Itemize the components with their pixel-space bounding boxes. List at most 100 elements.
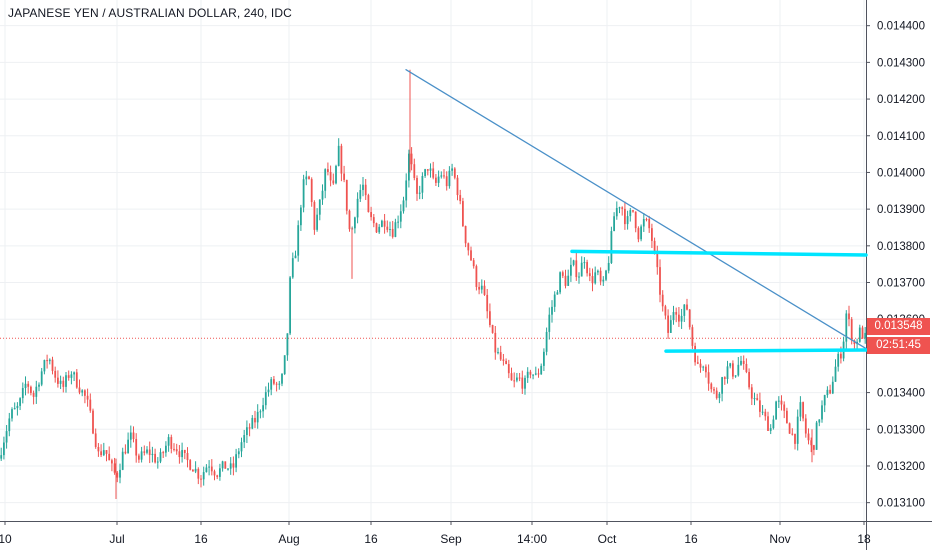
candle-body: [67, 375, 70, 378]
x-tick-label: 16: [684, 532, 698, 546]
candle-body: [718, 393, 721, 399]
candle-body: [840, 353, 842, 359]
candle-body: [534, 373, 537, 375]
candle-body: [367, 195, 370, 213]
candle-body: [486, 294, 489, 312]
candle-body: [86, 395, 89, 400]
candle-body: [210, 466, 213, 472]
candle-body: [240, 442, 243, 452]
trend-line: [405, 69, 867, 350]
candle-body: [318, 199, 321, 215]
candle-body: [402, 200, 405, 212]
candle-body: [235, 454, 237, 468]
candle-body: [445, 176, 448, 187]
candle-body: [715, 390, 718, 399]
candle-body: [335, 165, 337, 184]
candle-body: [564, 275, 567, 286]
candle-body: [32, 392, 35, 397]
candle-body: [732, 363, 734, 377]
candle-body: [556, 292, 559, 295]
x-tick-label: 14:00: [517, 532, 547, 546]
x-tick-label: 16: [194, 532, 208, 546]
candle-body: [605, 270, 607, 280]
candle-body: [813, 445, 815, 450]
candle-body: [354, 217, 356, 229]
candle-body: [675, 312, 678, 315]
candle-body: [348, 210, 351, 230]
candle-body: [159, 452, 162, 462]
y-tick-label: 0.013200: [877, 461, 925, 473]
candle-body: [648, 219, 651, 229]
candle-body: [858, 327, 861, 342]
candle-body: [480, 285, 483, 290]
bar-countdown-label: 02:51:45: [867, 337, 930, 354]
candle-body: [181, 449, 183, 458]
candle-body: [691, 327, 694, 346]
candle-body: [783, 404, 786, 411]
candle-body: [796, 416, 799, 444]
candle-body: [713, 389, 715, 391]
y-tick-label: 0.013900: [877, 204, 925, 216]
candle-body: [799, 402, 802, 417]
candle-body: [710, 383, 713, 390]
candle-body: [297, 225, 300, 256]
candle-body: [848, 313, 850, 320]
candle-body: [391, 228, 394, 237]
candle-body: [567, 275, 570, 286]
candle-body: [156, 461, 159, 463]
candle-body: [669, 320, 672, 333]
candle-body: [815, 422, 818, 450]
candle-body: [489, 311, 491, 326]
candle-body: [416, 177, 418, 194]
candle-body: [300, 207, 302, 226]
candle-body: [540, 365, 543, 375]
candle-body: [435, 177, 437, 183]
candle-body: [189, 460, 192, 470]
candle-body: [205, 467, 208, 473]
candle-body: [621, 207, 624, 209]
candle-body: [748, 371, 750, 388]
candle-body: [397, 221, 399, 223]
candle-body: [154, 453, 156, 463]
candle-body: [818, 419, 821, 423]
candle-body: [146, 449, 148, 453]
candle-body: [97, 446, 100, 452]
candle-body: [678, 314, 680, 322]
candle-body: [794, 433, 796, 444]
candle-body: [0, 455, 3, 459]
candle-body: [580, 262, 583, 277]
y-tick-label: 0.013800: [877, 241, 925, 253]
candle-body: [734, 375, 737, 377]
candle-body: [537, 373, 540, 375]
candle-body: [837, 353, 840, 367]
candle-body: [418, 192, 421, 194]
candle-body: [129, 432, 132, 440]
candle-body: [359, 190, 362, 199]
candle-body: [108, 453, 111, 461]
candle-body: [802, 402, 804, 419]
candle-body: [124, 451, 127, 454]
candle-body: [448, 170, 451, 187]
candle-body: [426, 169, 429, 171]
candle-body: [192, 469, 194, 472]
candle-body: [370, 212, 372, 218]
candle-body: [826, 389, 829, 396]
candle-body: [610, 231, 613, 263]
candle-body: [84, 390, 86, 396]
candle-body: [432, 168, 435, 178]
candle-body: [642, 219, 645, 227]
y-tick-label: 0.014000: [877, 167, 925, 179]
y-tick-label: 0.013400: [877, 388, 925, 400]
candle-body: [723, 377, 726, 379]
candle-body: [494, 332, 497, 353]
x-tick-label: 18: [857, 532, 871, 546]
candle-body: [586, 262, 588, 274]
candle-body: [286, 333, 289, 356]
candle-body: [229, 463, 232, 469]
candle-body: [78, 387, 81, 393]
candle-body: [588, 273, 591, 277]
candle-body: [707, 372, 710, 384]
candle-body: [499, 352, 502, 360]
